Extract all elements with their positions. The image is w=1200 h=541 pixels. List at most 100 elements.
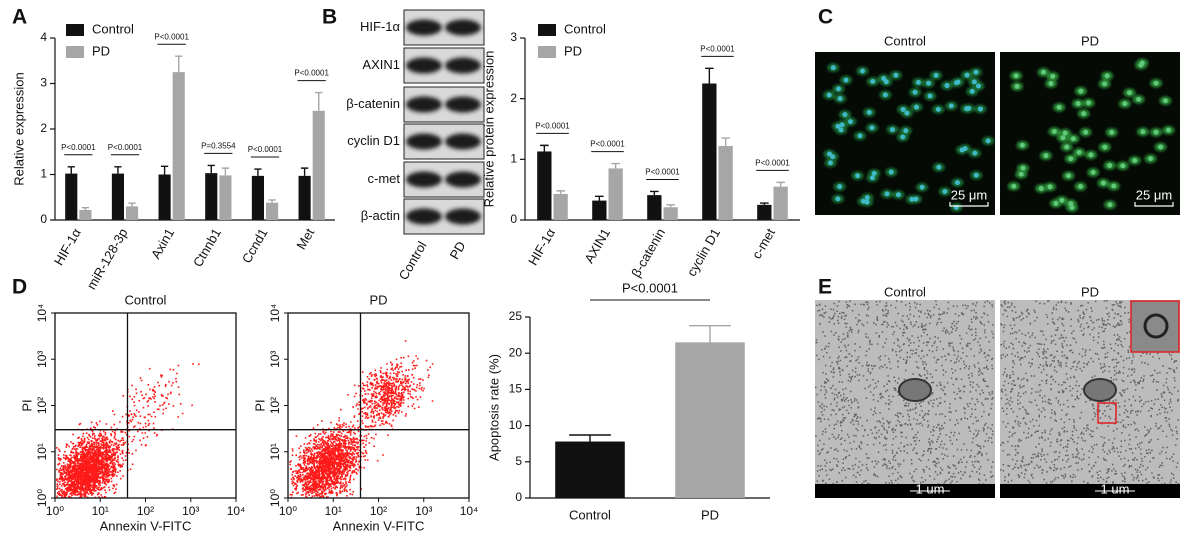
blot-band xyxy=(445,133,481,150)
y-tick-label: 2 xyxy=(40,121,47,135)
legend-swatch xyxy=(538,46,556,58)
error-bar xyxy=(315,91,323,111)
bar xyxy=(298,175,311,220)
y-tick-label: 2 xyxy=(510,91,517,105)
x-tick-label: Ccnd1 xyxy=(239,226,271,266)
y-axis-label: PI xyxy=(19,399,34,411)
bar xyxy=(251,175,264,220)
protein-label: HIF-1α xyxy=(360,19,401,34)
panel-label: D xyxy=(12,276,27,299)
bar xyxy=(65,173,78,220)
legend-label: PD xyxy=(92,43,110,58)
lane-label: PD xyxy=(447,239,469,262)
error-bar xyxy=(666,204,675,208)
error-bar xyxy=(175,55,183,73)
p-value: P<0.0001 xyxy=(535,121,570,130)
image-label: Control xyxy=(884,33,926,48)
error-bar xyxy=(569,434,611,442)
error-bar xyxy=(268,199,276,203)
error-bar xyxy=(776,181,785,187)
y-tick-label: 0 xyxy=(515,490,522,504)
legend-label: PD xyxy=(564,43,582,58)
protein-label: cyclin D1 xyxy=(347,133,400,148)
legend-label: Control xyxy=(92,21,134,36)
bar xyxy=(555,441,625,498)
y-tick-label: 15 xyxy=(509,382,523,396)
blot-band xyxy=(445,19,481,36)
plot-title: PD xyxy=(369,292,387,307)
blot-band xyxy=(445,96,481,113)
bar xyxy=(158,174,171,220)
error-bar xyxy=(207,164,215,174)
y-tick-label: 3 xyxy=(40,76,47,90)
panel-label: A xyxy=(12,6,27,29)
p-value: P=0.3554 xyxy=(201,142,236,151)
cell-cytoplasm xyxy=(823,63,995,212)
p-value: P<0.0001 xyxy=(248,145,283,154)
bar xyxy=(266,202,279,220)
x-axis-label: Annexin V-FITC xyxy=(333,518,425,533)
bar xyxy=(312,110,325,220)
bar xyxy=(205,173,218,220)
blot-band xyxy=(406,96,442,113)
roi-box xyxy=(1097,402,1117,424)
x-tick-label: 10¹ xyxy=(92,504,109,518)
x-tick-label: miR-128-3p xyxy=(84,226,131,292)
bar xyxy=(647,195,662,220)
legend-swatch xyxy=(66,46,84,58)
y-tick-label: 10² xyxy=(268,397,282,414)
legend-swatch xyxy=(66,24,84,36)
y-tick-label: 10⁰ xyxy=(35,489,49,507)
mitochondrion xyxy=(898,378,932,402)
p-value: P<0.0001 xyxy=(700,44,735,53)
image-label: Control xyxy=(884,284,926,299)
y-tick-label: 10³ xyxy=(35,351,49,368)
plot-title: Control xyxy=(125,292,167,307)
y-tick-label: 4 xyxy=(40,30,47,44)
protein-label: β-actin xyxy=(361,208,400,223)
y-tick-label: 10⁴ xyxy=(35,304,49,323)
error-bar xyxy=(128,202,136,207)
y-tick-label: 10¹ xyxy=(35,443,49,460)
y-tick-label: 0 xyxy=(510,212,517,226)
bar xyxy=(757,204,772,220)
cell-nucleus xyxy=(826,65,991,210)
event-cloud xyxy=(289,340,434,499)
cell-cytoplasm xyxy=(1007,58,1175,212)
x-tick-label: Control xyxy=(569,507,611,522)
y-tick-label: 25 xyxy=(509,309,523,323)
bar xyxy=(553,193,568,220)
scale-bar xyxy=(1134,202,1174,207)
error-bar xyxy=(705,67,714,84)
legend-swatch xyxy=(538,24,556,36)
y-tick-label: 1 xyxy=(510,152,517,166)
x-axis-label: Annexin V-FITC xyxy=(100,518,192,533)
y-tick-label: 5 xyxy=(515,454,522,468)
lane-label: Control xyxy=(396,239,430,283)
p-value: P<0.0001 xyxy=(622,280,678,295)
x-tick-label: 10³ xyxy=(182,504,199,518)
x-tick-label: HIF-1α xyxy=(51,225,84,268)
p-value: P<0.0001 xyxy=(294,69,329,78)
bar xyxy=(126,206,139,220)
bar xyxy=(592,200,607,220)
bar xyxy=(675,342,745,498)
error-bar xyxy=(300,167,309,176)
scale-bar-label: 1 um xyxy=(916,481,945,496)
protein-label: c-met xyxy=(368,171,401,186)
blot-band xyxy=(406,19,442,36)
mitochondrion xyxy=(1083,378,1117,402)
error-bar xyxy=(114,166,122,174)
blot-band xyxy=(406,57,442,74)
image-label: PD xyxy=(1081,284,1099,299)
blot-band xyxy=(406,171,442,188)
p-value: P<0.0001 xyxy=(755,158,790,167)
bar xyxy=(608,168,623,220)
bar xyxy=(773,186,788,220)
inset-vesicle xyxy=(1143,313,1169,339)
y-tick-label: 10⁰ xyxy=(268,489,282,507)
y-axis-label: PI xyxy=(252,399,267,411)
y-tick-label: 20 xyxy=(509,345,523,359)
x-tick-label: Met xyxy=(293,225,317,252)
error-bar xyxy=(689,324,731,343)
